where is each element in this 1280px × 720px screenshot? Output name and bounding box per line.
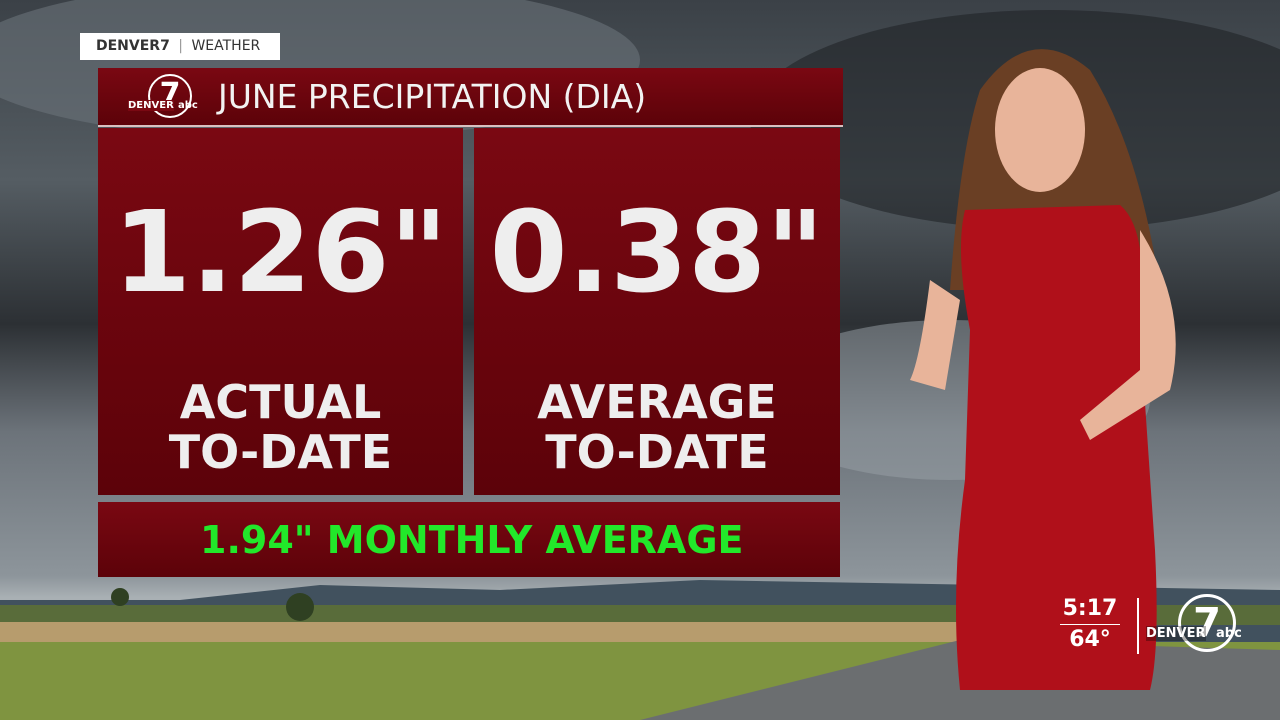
- panel: 1.26" ACTUAL TO-DATE: [98, 128, 463, 495]
- station-bug: DENVER7 | WEATHER: [80, 33, 280, 60]
- logo-brand: DENVER: [128, 100, 174, 111]
- logo-number: 7: [148, 74, 192, 118]
- divider: [1137, 598, 1139, 654]
- logo-brand: DENVER: [1146, 626, 1206, 641]
- logo-network: abc: [178, 100, 198, 111]
- bug-brand: DENVER7: [96, 38, 170, 54]
- panel-label: TO-DATE: [168, 425, 393, 479]
- presenter: [910, 49, 1176, 690]
- bug-section: WEATHER: [191, 38, 261, 54]
- panel: 0.38" AVERAGE TO-DATE: [474, 128, 840, 495]
- time-temp: 5:17 64°: [1060, 594, 1120, 655]
- corner-logo: 7 DENVER abc: [1146, 594, 1246, 656]
- logo: 7 DENVER abc: [126, 74, 198, 118]
- title-bar: 7 DENVER abc JUNE PRECIPITATION (DIA): [98, 68, 843, 127]
- logo-network: abc: [1216, 626, 1242, 641]
- panel-label: AVERAGE: [537, 375, 777, 429]
- bug-divider: |: [178, 38, 183, 54]
- panel-label: ACTUAL: [179, 375, 382, 429]
- monthly-average: 1.94" MONTHLY AVERAGE: [200, 518, 744, 562]
- panel-value: 1.26": [113, 188, 448, 318]
- logo-number: 7: [1178, 594, 1236, 652]
- panel-value: 0.38": [489, 188, 825, 318]
- footer-bar: 1.94" MONTHLY AVERAGE: [98, 502, 840, 577]
- panel-label: TO-DATE: [545, 425, 769, 479]
- graphic-title: JUNE PRECIPITATION (DIA): [218, 77, 647, 116]
- clock: 5:17: [1062, 596, 1118, 621]
- temperature: 64°: [1060, 624, 1120, 655]
